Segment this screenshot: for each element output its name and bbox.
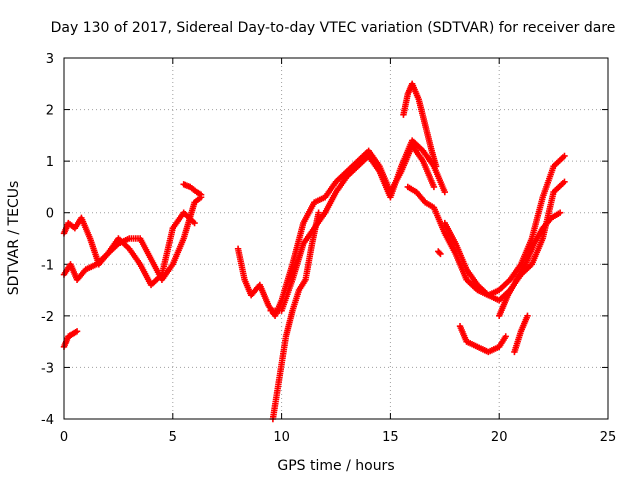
y-tick-label: 1: [46, 155, 54, 170]
series-track-a: [60, 194, 205, 283]
y-axis-ticks: -4 -3 -2 -1 0 1 2 3: [41, 52, 608, 428]
series-track-d: [180, 181, 205, 198]
x-tick-label: 20: [491, 430, 508, 445]
y-tick-label: -2: [41, 310, 54, 325]
series-track-h: [400, 80, 440, 170]
data-point: [561, 178, 568, 185]
data-marks: [60, 80, 568, 423]
plot-frame: [63, 57, 609, 420]
y-tick-label: -3: [41, 361, 54, 376]
x-tick-label: 25: [600, 430, 617, 445]
y-tick-label: -4: [41, 413, 54, 428]
y-axis-label: SDTVAR / TECUs: [6, 181, 22, 296]
data-point: [502, 333, 509, 340]
data-point: [197, 191, 205, 198]
series-track-e: [234, 142, 438, 320]
series-track-k: [456, 322, 509, 356]
series-track-l: [496, 209, 564, 320]
x-tick-label: 5: [169, 430, 177, 445]
data-point: [441, 188, 448, 196]
series-track-m: [511, 312, 531, 356]
data-point: [73, 328, 81, 335]
data-point: [191, 219, 198, 227]
chart-title: Day 130 of 2017, Sidereal Day-to-day VTE…: [51, 20, 616, 36]
data-point: [561, 152, 568, 160]
data-point: [524, 312, 531, 320]
y-tick-label: 2: [46, 104, 54, 119]
data-point: [432, 163, 440, 170]
y-tick-label: 0: [46, 207, 54, 222]
data-point: [436, 249, 443, 256]
series-track-g: [269, 209, 322, 423]
data-point: [430, 183, 438, 191]
y-tick-label: -1: [41, 258, 54, 273]
data-point: [556, 209, 564, 216]
x-tick-label: 10: [273, 430, 290, 445]
grid: [64, 58, 608, 419]
y-tick-label: 3: [46, 52, 54, 67]
x-axis-label: GPS time / hours: [277, 458, 394, 474]
series-track-b: [60, 209, 198, 289]
data-point: [437, 250, 444, 258]
x-tick-label: 15: [382, 430, 399, 445]
data-point: [315, 209, 322, 216]
x-tick-label: 0: [60, 430, 68, 445]
series-track-n: [435, 248, 444, 258]
